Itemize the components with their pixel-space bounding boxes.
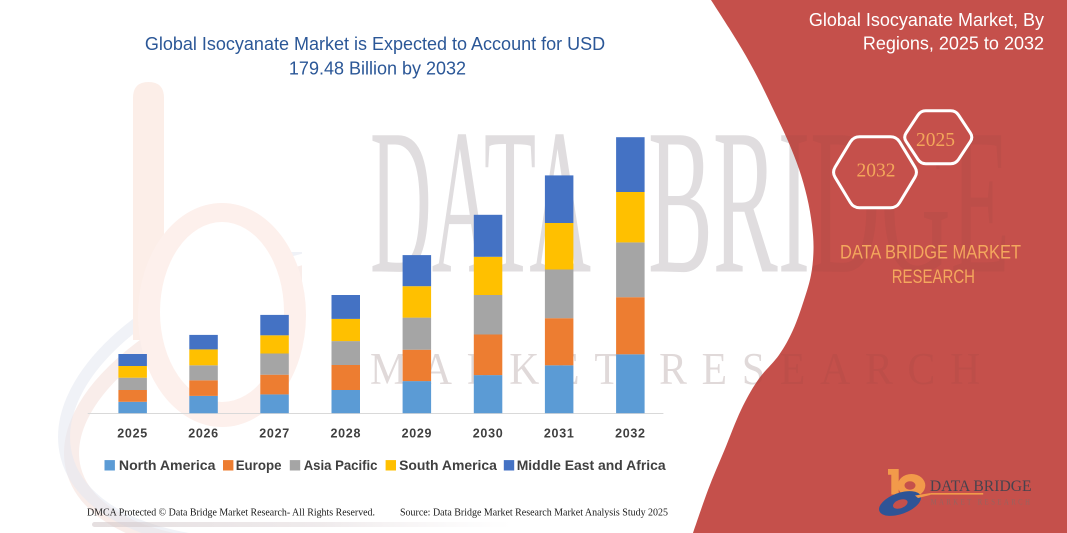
- svg-text:DMCA Protected © Data Bridge M: DMCA Protected © Data Bridge Market Rese…: [87, 508, 375, 519]
- svg-text:2025: 2025: [916, 130, 955, 151]
- svg-text:2027: 2027: [259, 427, 290, 441]
- svg-text:DATA BRIDGE: DATA BRIDGE: [930, 478, 1032, 495]
- svg-text:Global Isocyanate Market is Ex: Global Isocyanate Market is Expected to …: [145, 34, 605, 54]
- svg-text:MARKET RESEARCH: MARKET RESEARCH: [370, 344, 995, 394]
- svg-text:2026: 2026: [188, 427, 219, 441]
- svg-text:DATA BRIDGE MARKET: DATA BRIDGE MARKET: [840, 243, 1021, 264]
- svg-text:South America: South America: [399, 457, 497, 473]
- svg-text:2032: 2032: [857, 161, 896, 182]
- svg-text:Source: Data Bridge Market Res: Source: Data Bridge Market Research Mark…: [400, 508, 668, 519]
- svg-text:179.48 Billion by 2032: 179.48 Billion by 2032: [289, 59, 466, 79]
- svg-text:Global Isocyanate Market, By: Global Isocyanate Market, By: [809, 10, 1044, 30]
- svg-text:RESEARCH: RESEARCH: [892, 267, 975, 288]
- svg-text:2032: 2032: [615, 427, 646, 441]
- svg-text:MARKET RESEARCH: MARKET RESEARCH: [370, 344, 995, 394]
- svg-text:North America: North America: [119, 457, 216, 473]
- svg-text:2031: 2031: [544, 427, 575, 441]
- svg-text:Middle East and Africa: Middle East and Africa: [517, 457, 666, 473]
- svg-text:MARKET RESEARCH: MARKET RESEARCH: [931, 498, 1033, 507]
- svg-text:Asia Pacific: Asia Pacific: [304, 457, 378, 473]
- svg-text:Europe: Europe: [236, 457, 282, 473]
- svg-text:2029: 2029: [402, 427, 433, 441]
- svg-text:2025: 2025: [117, 427, 148, 441]
- svg-text:Regions, 2025 to 2032: Regions, 2025 to 2032: [863, 34, 1044, 54]
- svg-text:2028: 2028: [330, 427, 361, 441]
- svg-text:2030: 2030: [473, 427, 504, 441]
